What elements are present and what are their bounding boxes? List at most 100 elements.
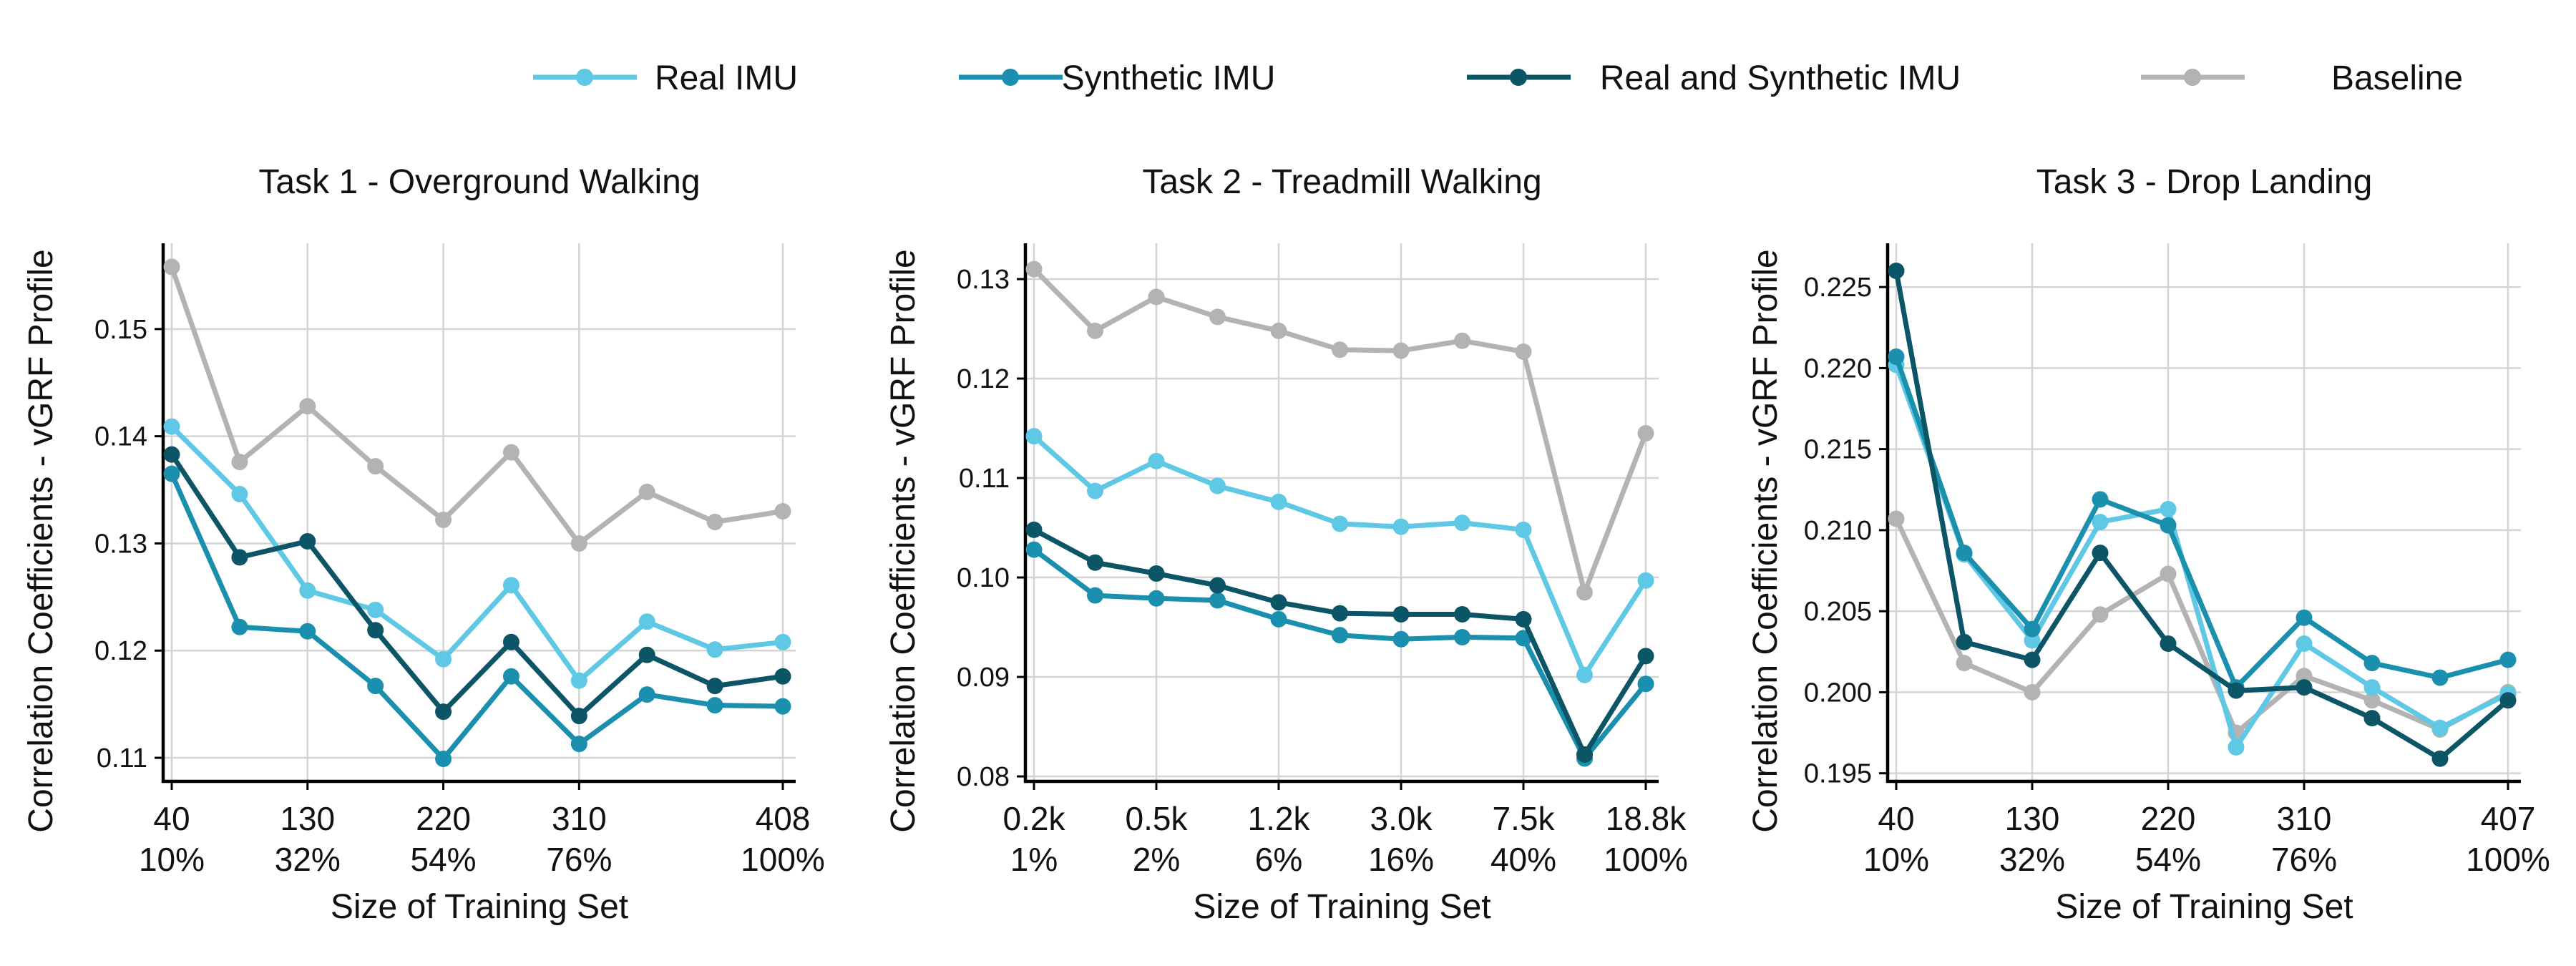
data-point	[1392, 342, 1410, 359]
y-tick-label: 0.195	[1804, 759, 1872, 789]
y-tick-label: 0.12	[94, 636, 147, 666]
chart-panel-3: 0.195 0.200 0.205 0.210 0.215 0.220 0.225 40 10%…	[1747, 163, 2550, 926]
legend-marker	[1510, 69, 1527, 86]
y-axis-title: Correlation Coefficients - vGRF Profile	[22, 249, 60, 832]
x-tick-label: 220	[2141, 800, 2196, 837]
data-point	[1515, 343, 1532, 361]
data-point	[1148, 565, 1165, 582]
x-tick-label: 407	[2481, 800, 2536, 837]
data-point	[2363, 692, 2381, 709]
series-line	[1893, 268, 2511, 761]
x-tick-sublabel: 6%	[1255, 841, 1302, 878]
data-point	[2363, 710, 2381, 727]
y-tick-label: 0.220	[1804, 353, 1872, 384]
data-point	[367, 622, 384, 639]
data-point	[231, 618, 248, 635]
x-tick-sublabel: 32%	[1999, 841, 2065, 878]
data-point	[1087, 322, 1103, 339]
data-point	[502, 444, 519, 461]
data-point	[638, 646, 655, 663]
y-tick-label: 0.205	[1804, 597, 1872, 627]
data-point	[1637, 675, 1654, 693]
chart-title: Task 1 - Overground Walking	[258, 163, 700, 201]
data-point	[1025, 260, 1043, 278]
data-point	[774, 503, 791, 520]
data-point	[1148, 452, 1165, 469]
x-tick-label: 3.0k	[1370, 800, 1433, 837]
data-point	[2431, 669, 2449, 686]
data-point	[2499, 692, 2517, 709]
data-point	[1087, 482, 1103, 499]
data-point	[2160, 500, 2177, 517]
data-point	[2160, 635, 2177, 652]
data-point	[706, 697, 723, 714]
legend-marker	[1002, 69, 1019, 86]
data-point	[774, 698, 791, 715]
x-tick-label: 310	[552, 800, 607, 837]
data-point	[1209, 477, 1226, 494]
x-tick-sublabel: 100%	[2466, 841, 2550, 878]
x-tick-label: 310	[2277, 800, 2332, 837]
data-point	[1087, 587, 1103, 604]
legend: Real IMU Synthetic IMU Real and Synthetic …	[533, 59, 2463, 97]
data-point	[1392, 518, 1410, 535]
data-point	[502, 577, 519, 594]
data-point	[1209, 308, 1226, 326]
data-point	[774, 633, 791, 650]
data-point	[435, 650, 452, 668]
x-tick-sublabel: 54%	[2135, 841, 2201, 878]
data-point	[1209, 577, 1226, 594]
x-axis-title: Size of Training Set	[2055, 888, 2353, 926]
data-point	[1270, 493, 1287, 510]
data-point	[2431, 719, 2449, 736]
data-point	[2228, 738, 2245, 756]
data-point	[2092, 545, 2109, 562]
data-point	[1888, 510, 1905, 527]
data-point	[1515, 610, 1532, 628]
x-tick-sublabel: 16%	[1368, 841, 1434, 878]
data-point	[2024, 632, 2041, 649]
y-tick-label: 0.13	[957, 265, 1010, 295]
data-point	[1576, 584, 1593, 601]
data-point	[1956, 545, 1973, 562]
series-line	[1031, 547, 1649, 761]
data-point	[638, 686, 655, 703]
data-point	[1576, 746, 1593, 763]
data-point	[1270, 610, 1287, 628]
data-point	[435, 703, 452, 721]
legend-label: Baseline	[2331, 59, 2463, 97]
data-point	[299, 532, 316, 550]
x-tick-sublabel: 10%	[139, 841, 205, 878]
data-point	[1454, 605, 1470, 623]
x-tick-sublabel: 10%	[1863, 841, 1929, 878]
data-point	[1025, 521, 1043, 538]
data-point	[1637, 572, 1654, 589]
x-tick-label: 220	[416, 800, 471, 837]
data-point	[1454, 514, 1470, 532]
x-tick-label: 130	[280, 800, 335, 837]
chart-panel-1: 0.11 0.12 0.13 0.14 0.15 40 10% 130 32% 220 54% 310…	[22, 163, 825, 926]
data-point	[1956, 655, 1973, 672]
x-tick-sublabel: 54%	[411, 841, 477, 878]
x-tick-sublabel: 76%	[2271, 841, 2337, 878]
data-point	[299, 582, 316, 599]
x-tick-label: 1.2k	[1248, 800, 1311, 837]
y-tick-label: 0.11	[97, 743, 147, 774]
y-tick-label: 0.210	[1804, 516, 1872, 546]
data-point	[502, 633, 519, 650]
data-point	[2363, 679, 2381, 696]
data-point	[2363, 655, 2381, 672]
data-point	[2160, 517, 2177, 534]
data-point	[163, 446, 180, 463]
data-point	[570, 708, 587, 725]
series-line	[1031, 266, 1649, 595]
legend-label: Real IMU	[655, 59, 798, 97]
data-point	[1087, 554, 1103, 571]
x-tick-label: 18.8k	[1606, 800, 1687, 837]
data-point	[1576, 666, 1593, 683]
y-tick-label: 0.11	[959, 464, 1010, 494]
chart-title: Task 2 - Treadmill Walking	[1142, 163, 1541, 201]
data-point	[570, 736, 587, 753]
legend-marker	[2184, 69, 2201, 86]
x-tick-sublabel: 40%	[1491, 841, 1556, 878]
